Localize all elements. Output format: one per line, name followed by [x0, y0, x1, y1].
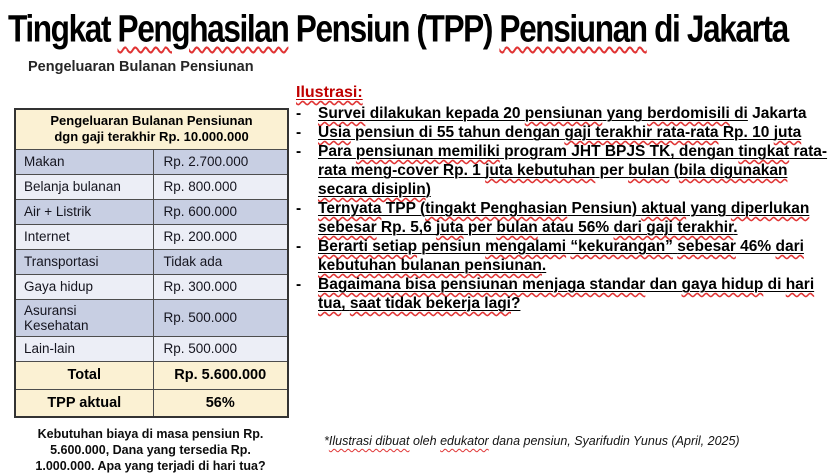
- bullet-item: - Usia pensiun di 55 tahun dengan gaji t…: [293, 123, 838, 142]
- caption-line: 5.600.000, Dana yang tersedia Rp.: [50, 443, 251, 457]
- bullet-text: Usia pensiun di 55 tahun dengan gaji ter…: [318, 124, 802, 141]
- table-row: Air + Listrik Rp. 600.000: [14, 198, 289, 225]
- bullet-text: Survei dilakukan kepada 20 pensiunan yan…: [318, 105, 807, 122]
- row-value: Tidak ada: [152, 248, 289, 275]
- slide-title: Tingkat Penghasilan Pensiun (TPP) Pensiu…: [8, 8, 789, 51]
- row-label: Air + Listrik: [14, 198, 154, 225]
- bullet-item: - Berarti setiap pensiun mengalami “keku…: [293, 237, 838, 275]
- row-label: Internet: [14, 223, 154, 250]
- table-row: Lain-lain Rp. 500.000: [14, 335, 289, 362]
- total-label: Total: [14, 360, 154, 390]
- bullet-list: - Survei dilakukan kepada 20 pensiunan y…: [293, 104, 838, 313]
- row-label: Lain-lain: [14, 335, 154, 362]
- section-subtitle: Pengeluaran Bulanan Pensiunan: [28, 59, 254, 75]
- row-label: Makan: [14, 148, 154, 175]
- bullet-dash: -: [296, 124, 302, 141]
- row-value: Rp. 300.000: [152, 273, 289, 300]
- total-row: Total Rp. 5.600.000: [14, 360, 289, 390]
- row-label: Belanja bulanan: [14, 173, 154, 200]
- bullet-item: - Bagaimana bisa pensiunan menjaga stand…: [293, 275, 838, 313]
- bullet-dash: -: [296, 143, 302, 160]
- bullet-text: Berarti setiap pensiun mengalami “kekura…: [318, 238, 804, 274]
- table-header-line2: dgn gaji terakhir Rp. 10.000.000: [54, 129, 249, 145]
- table-row: Internet Rp. 200.000: [14, 223, 289, 250]
- row-value: Rp. 600.000: [152, 198, 289, 225]
- bullet-text: Bagaimana bisa pensiunan menjaga standar…: [318, 276, 815, 312]
- bullet-dash: -: [296, 200, 302, 217]
- row-value: Rp. 500.000: [152, 335, 289, 362]
- row-label: Transportasi: [14, 248, 154, 275]
- bullet-text: Ternyata TPP (tingakt Penghasian Pensiun…: [318, 200, 810, 236]
- tpp-value: 56%: [152, 388, 289, 418]
- expense-panel: Pengeluaran Bulanan Pensiunan dgn gaji t…: [14, 108, 289, 474]
- tpp-label: TPP aktual: [14, 388, 154, 418]
- row-label: Gaya hidup: [14, 273, 154, 300]
- total-value: Rp. 5.600.000: [152, 360, 289, 390]
- bullet-item: - Survei dilakukan kepada 20 pensiunan y…: [293, 104, 838, 123]
- row-value: Rp. 2.700.000: [152, 148, 289, 175]
- table-caption: Kebutuhan biaya di masa pensiun Rp. 5.60…: [14, 426, 287, 474]
- bullet-dash: -: [296, 276, 302, 293]
- illustration-panel: Ilustrasi: - Survei dilakukan kepada 20 …: [293, 84, 838, 313]
- caption-line: Kebutuhan biaya di masa pensiun Rp.: [37, 427, 264, 441]
- caption-line: 1.000.000. Apa yang terjadi di hari tua?: [35, 459, 266, 473]
- illustration-heading: Ilustrasi:: [296, 84, 363, 101]
- bullet-item: - Para pensiunan memiliki program JHT BP…: [293, 142, 838, 199]
- table-row: Makan Rp. 2.700.000: [14, 148, 289, 175]
- row-label: Asuransi Kesehatan: [14, 298, 154, 337]
- bullet-dash: -: [296, 105, 302, 122]
- row-value: Rp. 200.000: [152, 223, 289, 250]
- bullet-item: - Ternyata TPP (tingakt Penghasian Pensi…: [293, 199, 838, 237]
- table-row: Asuransi Kesehatan Rp. 500.000: [14, 298, 289, 337]
- footnote: *Ilustrasi dibuat oleh edukator dana pen…: [324, 434, 740, 448]
- bullet-text: Para pensiunan memiliki program JHT BPJS…: [318, 143, 828, 198]
- table-header-row: Pengeluaran Bulanan Pensiunan dgn gaji t…: [14, 108, 289, 150]
- row-value: Rp. 800.000: [152, 173, 289, 200]
- expense-table: Pengeluaran Bulanan Pensiunan dgn gaji t…: [14, 108, 289, 418]
- row-value: Rp. 500.000: [152, 298, 289, 337]
- table-header-line1: Pengeluaran Bulanan Pensiunan: [50, 113, 253, 129]
- tpp-row: TPP aktual 56%: [14, 388, 289, 418]
- table-header-cell: Pengeluaran Bulanan Pensiunan dgn gaji t…: [14, 108, 289, 150]
- bullet-dash: -: [296, 238, 302, 255]
- table-row: Transportasi Tidak ada: [14, 248, 289, 275]
- table-row: Belanja bulanan Rp. 800.000: [14, 173, 289, 200]
- table-row: Gaya hidup Rp. 300.000: [14, 273, 289, 300]
